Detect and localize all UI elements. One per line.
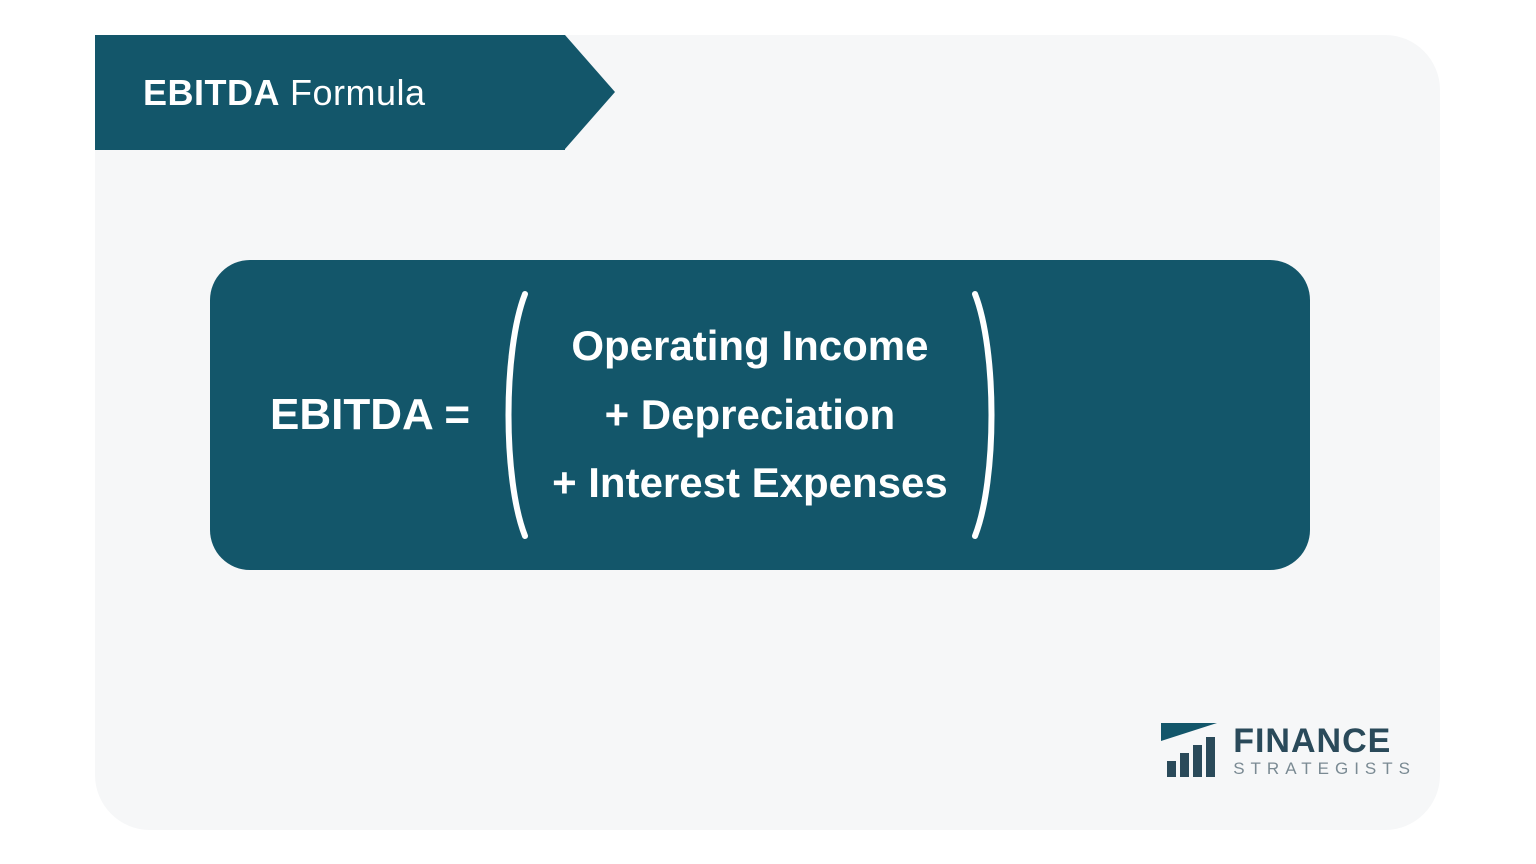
formula-box: EBITDA = Operating Income + Depreciation… — [210, 260, 1310, 570]
formula-lhs: EBITDA = — [210, 390, 470, 440]
formula-term: + Interest Expenses — [552, 455, 948, 512]
title-bold: EBITDA — [143, 72, 280, 114]
title-light: Formula — [290, 72, 426, 114]
brand-logo-line1: FINANCE — [1233, 724, 1416, 758]
title-banner: EBITDA Formula — [95, 35, 565, 150]
left-paren-icon — [495, 290, 530, 540]
brand-logo-line2: STRATEGISTS — [1233, 760, 1416, 777]
formula-rhs-group: Operating Income + Depreciation + Intere… — [495, 290, 1005, 540]
formula-term: + Depreciation — [605, 387, 896, 444]
formula-term: Operating Income — [571, 318, 928, 375]
formula-terms: Operating Income + Depreciation + Intere… — [530, 318, 970, 512]
brand-logo: FINANCE STRATEGISTS — [1159, 721, 1416, 779]
brand-logo-icon — [1159, 721, 1221, 779]
brand-logo-text: FINANCE STRATEGISTS — [1233, 724, 1416, 777]
right-paren-icon — [970, 290, 1005, 540]
